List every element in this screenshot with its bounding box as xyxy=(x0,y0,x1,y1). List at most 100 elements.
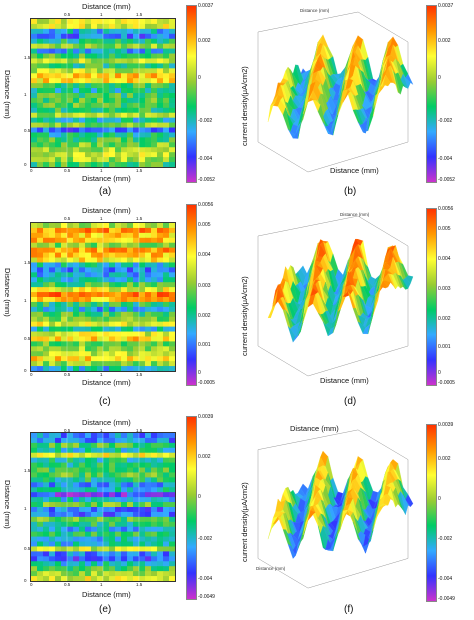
heatmap-cell xyxy=(97,83,104,89)
heatmap-cell xyxy=(91,157,98,163)
heatmap-cell xyxy=(115,78,122,84)
heatmap-cell xyxy=(91,331,98,338)
heatmap-cell xyxy=(115,576,122,581)
heatmap-cell xyxy=(97,43,104,50)
colorbar-tick: 0.0039 xyxy=(438,422,454,428)
heatmap-cell xyxy=(97,457,104,464)
heatmap-cell xyxy=(67,147,74,153)
heatmap-cell xyxy=(151,472,158,478)
heatmap-cell xyxy=(37,97,44,104)
heatmap-cell xyxy=(55,447,62,454)
heatmap-cell xyxy=(97,162,104,167)
heatmap-cell xyxy=(127,433,134,439)
heatmap-cell xyxy=(145,346,152,352)
heatmap-cell xyxy=(79,326,86,333)
heatmap-cell xyxy=(91,93,98,99)
heatmap-cell xyxy=(31,556,38,562)
heatmap-cell xyxy=(31,122,38,129)
heatmap-cell xyxy=(109,88,116,94)
heatmap-cell xyxy=(31,462,38,469)
heatmap-cell xyxy=(151,561,158,567)
heatmap-cell xyxy=(157,346,164,352)
heatmap-cell xyxy=(79,452,86,459)
heatmap-cell xyxy=(115,536,122,543)
heatmap-cell xyxy=(109,546,116,552)
heatmap-cell xyxy=(103,531,110,538)
heatmap-cell xyxy=(169,292,175,298)
heatmap-cell xyxy=(115,341,122,347)
heatmap-cell xyxy=(85,83,92,89)
heatmap-cell xyxy=(133,142,140,148)
heatmap-cell xyxy=(61,502,68,508)
heatmap-cell xyxy=(37,346,44,352)
heatmap-cell xyxy=(67,521,74,528)
colorbar-tick: -0.002 xyxy=(198,118,213,124)
tick: 0 xyxy=(24,368,27,373)
heatmap-cell xyxy=(79,68,86,74)
heatmap-cell xyxy=(151,102,158,109)
colorbar-d xyxy=(426,208,437,386)
heatmap-cell xyxy=(139,571,146,577)
heatmap-cell xyxy=(67,93,74,99)
heatmap-cell xyxy=(73,366,80,371)
heatmap-cell xyxy=(109,282,116,288)
heatmap-cell xyxy=(157,546,164,552)
heatmap-cell xyxy=(109,511,116,518)
heatmap-cell xyxy=(37,497,44,503)
heatmap-cell xyxy=(67,472,74,478)
heatmap-cell xyxy=(31,107,38,114)
heatmap-cell xyxy=(103,442,110,449)
heatmap-cell xyxy=(61,526,68,533)
heatmap-cell xyxy=(127,68,134,74)
heatmap-cell xyxy=(91,112,98,119)
heatmap-cell xyxy=(115,247,122,254)
heatmap-cell xyxy=(109,561,116,567)
heatmap-cell xyxy=(67,257,74,264)
heatmap-cell xyxy=(49,336,56,342)
heatmap-cell xyxy=(31,53,38,60)
heatmap-cell xyxy=(49,566,56,572)
heatmap-cell xyxy=(31,437,38,444)
heatmap-cell xyxy=(169,487,175,493)
heatmap-cell xyxy=(169,157,175,163)
heatmap-cell xyxy=(127,467,134,474)
heatmap-cell xyxy=(145,551,152,557)
heatmap-cell xyxy=(157,257,164,264)
heatmap-cell xyxy=(145,93,152,99)
heatmap-cell xyxy=(169,242,175,249)
heatmap-cell xyxy=(67,43,74,50)
heatmap-cell xyxy=(115,287,122,293)
heatmap-cell xyxy=(55,23,62,30)
heatmap-cell xyxy=(79,117,86,124)
heatmap-cell xyxy=(85,53,92,60)
heatmap-cell xyxy=(103,502,110,508)
heatmap-cell xyxy=(91,78,98,84)
heatmap-cell xyxy=(61,142,68,148)
heatmap-cell xyxy=(145,147,152,153)
heatmap-cell xyxy=(43,132,50,138)
heatmap-cell xyxy=(133,147,140,153)
heatmap-cell xyxy=(79,237,86,244)
heatmap-cell xyxy=(55,137,62,143)
heatmap-cell xyxy=(67,551,74,557)
heatmap-cell xyxy=(169,511,175,518)
heatmap-cell xyxy=(85,437,92,444)
heatmap-cell xyxy=(43,63,50,69)
tick: 0.5 xyxy=(64,582,71,587)
heatmap-cell xyxy=(79,227,86,234)
heatmap-cell xyxy=(109,566,116,572)
heatmap-cell xyxy=(139,497,146,503)
heatmap-cell xyxy=(127,88,134,94)
heatmap-cell xyxy=(151,492,158,498)
heatmap-cell xyxy=(79,38,86,45)
heatmap-cell xyxy=(151,297,158,303)
heatmap-cell xyxy=(67,321,74,328)
heatmap-cell xyxy=(145,561,152,567)
heatmap-cell xyxy=(103,232,110,239)
heatmap-cell xyxy=(43,112,50,119)
heatmap-cell xyxy=(67,502,74,508)
heatmap-cell xyxy=(61,447,68,454)
heatmap-cell xyxy=(91,482,98,488)
heatmap-cell xyxy=(49,531,56,538)
heatmap-cell xyxy=(97,576,104,581)
